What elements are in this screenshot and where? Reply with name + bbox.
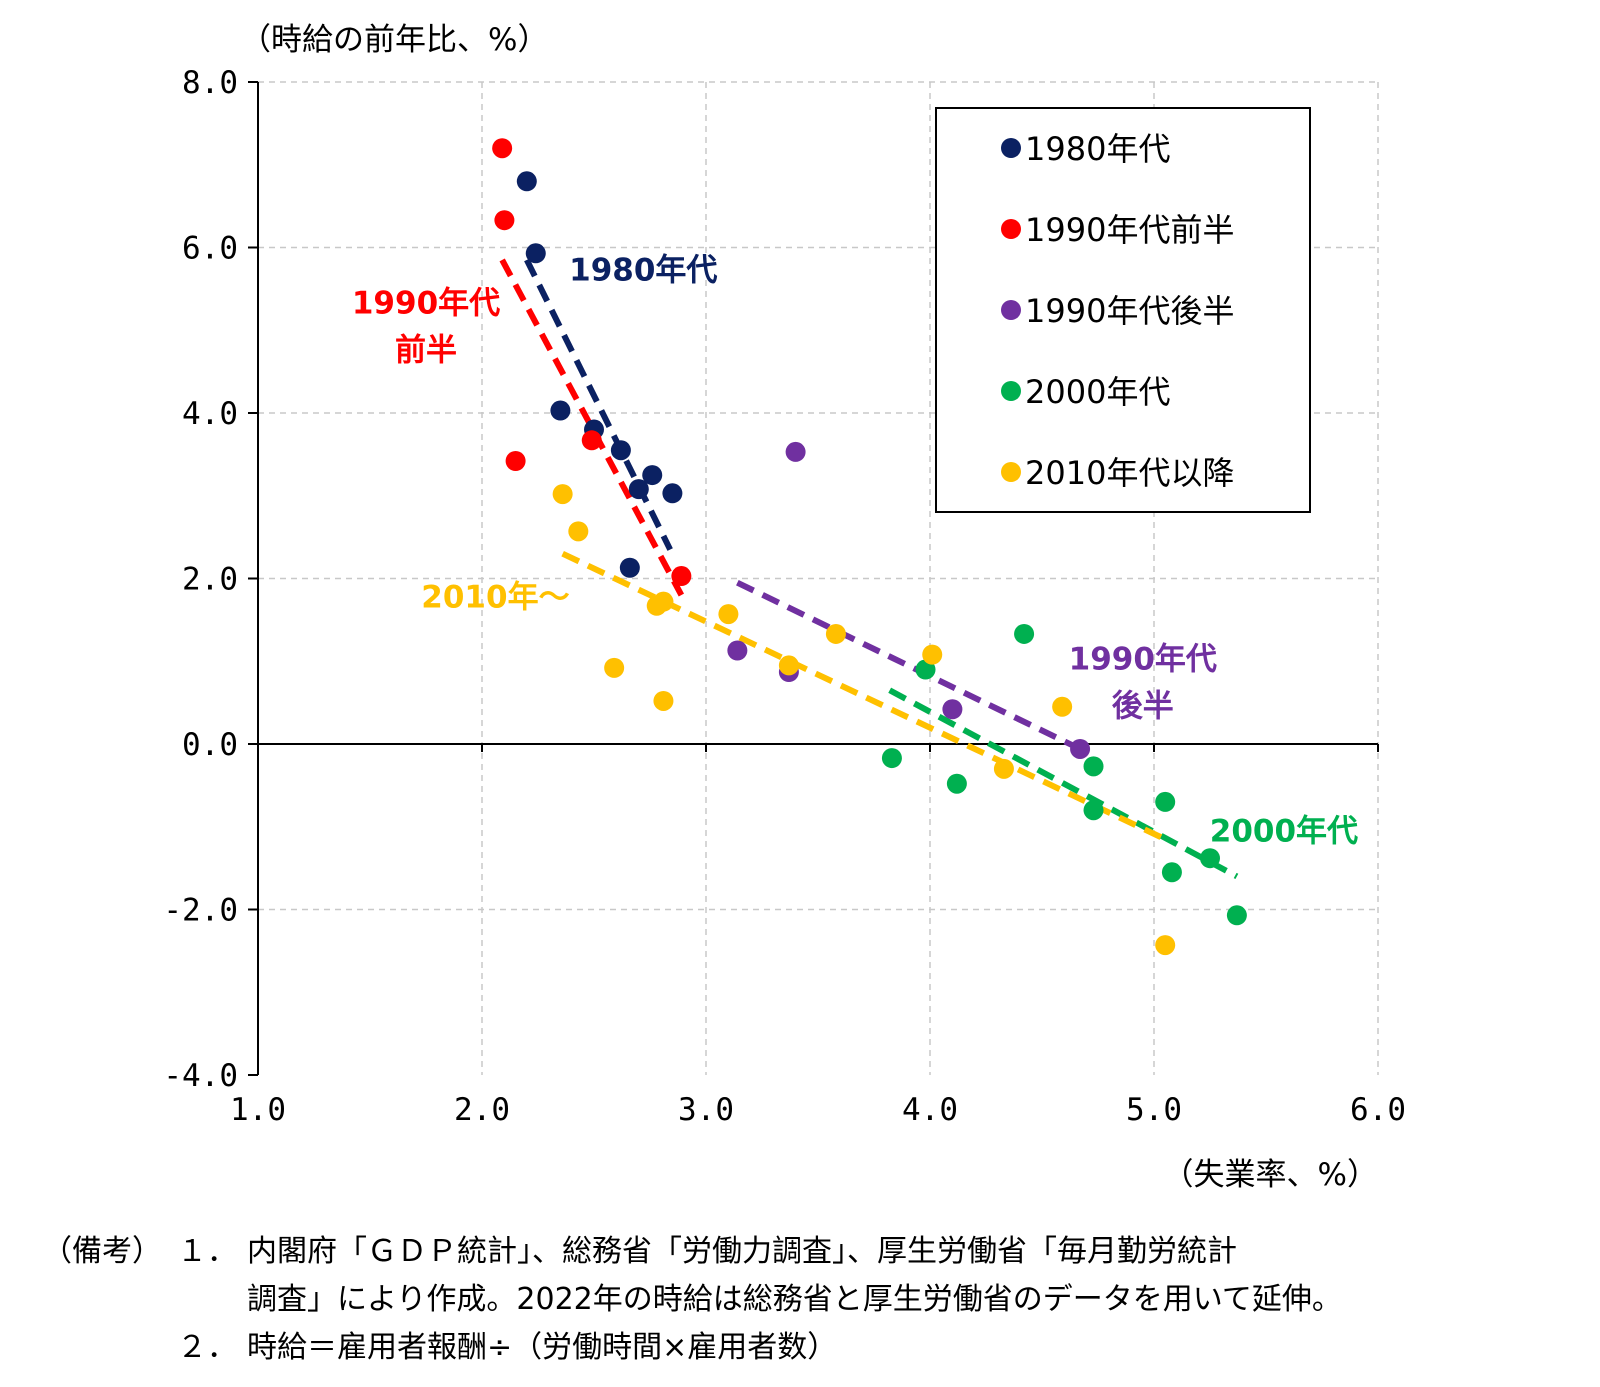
data-point	[915, 659, 936, 680]
data-point	[604, 657, 625, 678]
series-label: 後半	[1112, 689, 1174, 725]
note-number: １．	[177, 1234, 237, 1269]
note-row: ２． 時給＝雇用者報酬÷（労働時間×雇用者数）	[42, 1324, 1342, 1372]
scatter-chart: 8.0 6.0 4.0 2.0 0.0 -2.0 -4.01.0 2.0 3.0 4.0 5.0 6.…	[163, 22, 1406, 1193]
data-point	[1155, 791, 1176, 812]
y-tick-label: 4.0	[182, 396, 238, 432]
data-point	[642, 465, 663, 486]
y-tick-label: 8.0	[182, 65, 238, 101]
x-axis-title: （失業率、%）	[1163, 1157, 1378, 1193]
data-point	[505, 450, 526, 471]
data-point	[1070, 738, 1091, 759]
data-point	[492, 138, 513, 159]
data-point	[727, 640, 748, 661]
data-point	[1161, 862, 1182, 883]
trend-line	[736, 579, 1082, 752]
note-number: ２．	[177, 1330, 237, 1365]
data-point	[550, 400, 571, 421]
legend-marker	[1001, 300, 1021, 320]
x-tick-label: 5.0	[1126, 1092, 1182, 1128]
note-text: 内閣府「ＧＤＰ統計」、総務省「労働力調査」、厚生労働省「毎月勤労統計	[247, 1234, 1237, 1269]
data-point	[662, 483, 683, 504]
data-point	[552, 484, 573, 505]
axes: 8.0 6.0 4.0 2.0 0.0 -2.0 -4.01.0 2.0 3.0 4.0 5.0 6.…	[163, 65, 1406, 1128]
series-label: 1990年代	[1069, 642, 1217, 678]
data-point	[1014, 623, 1035, 644]
data-point	[1083, 800, 1104, 821]
legend-box	[935, 107, 1311, 513]
data-point	[1155, 935, 1176, 956]
legend-marker	[1001, 219, 1021, 239]
notes-head: （備考）	[42, 1234, 162, 1269]
data-point	[825, 623, 846, 644]
y-axis-title: （時給の前年比、%）	[240, 22, 548, 58]
series-label: 1990年代	[352, 286, 500, 322]
data-point	[942, 699, 963, 720]
data-point	[568, 521, 589, 542]
y-tick-label: 2.0	[182, 562, 238, 598]
data-point	[494, 210, 515, 231]
note-row: （備考） １． 内閣府「ＧＤＰ統計」、総務省「労働力調査」、厚生労働省「毎月勤労…	[42, 1228, 1342, 1276]
data-point	[525, 243, 546, 264]
data-point	[653, 591, 674, 612]
y-tick-label: -2.0	[163, 893, 238, 929]
x-tick-label: 2.0	[454, 1092, 510, 1128]
series-label: 2000年代	[1210, 814, 1358, 850]
data-point	[946, 773, 967, 794]
series-label: 1980年代	[569, 253, 717, 289]
notes: （備考） １． 内閣府「ＧＤＰ統計」、総務省「労働力調査」、厚生労働省「毎月勤労…	[42, 1228, 1342, 1372]
note-row: 調査」により作成。2022年の時給は総務省と厚生労働省のデータを用いて延伸。	[42, 1276, 1342, 1324]
trend-line	[499, 258, 685, 597]
data-point	[1226, 905, 1247, 926]
legend: 1980年代 1990年代前半 1990年代後半 2000年代 2010年代以降	[935, 107, 1311, 513]
y-tick-label: 6.0	[182, 231, 238, 267]
data-point	[1052, 696, 1073, 717]
legend-marker	[1001, 462, 1021, 482]
series-label: 前半	[395, 333, 457, 369]
trend-line	[524, 258, 673, 551]
data-point	[922, 644, 943, 665]
data-point	[671, 566, 692, 587]
x-tick-label: 4.0	[902, 1092, 958, 1128]
data-point	[1083, 756, 1104, 777]
series-label: 2010年～	[421, 579, 569, 615]
data-points	[492, 138, 1247, 956]
trend-line	[561, 550, 1167, 842]
legend-label: 1980年代	[1025, 130, 1170, 168]
legend-marker	[1001, 138, 1021, 158]
data-point	[778, 655, 799, 676]
data-point	[993, 758, 1014, 779]
data-point	[653, 690, 674, 711]
legend-marker	[1001, 381, 1021, 401]
x-tick-label: 6.0	[1350, 1092, 1406, 1128]
x-tick-label: 1.0	[230, 1092, 286, 1128]
note-text: 時給＝雇用者報酬÷（労働時間×雇用者数）	[247, 1330, 838, 1365]
data-point	[628, 479, 649, 500]
trend-lines	[499, 258, 1239, 880]
data-point	[881, 748, 902, 769]
data-point	[610, 440, 631, 461]
y-tick-label: -4.0	[163, 1058, 238, 1094]
y-tick-label: 0.0	[182, 727, 238, 763]
legend-label: 1990年代前半	[1025, 211, 1234, 249]
data-point	[581, 430, 602, 451]
data-point	[718, 604, 739, 625]
legend-label: 2000年代	[1025, 373, 1170, 411]
data-point	[516, 171, 537, 192]
data-point	[1200, 848, 1220, 869]
data-point	[619, 557, 640, 578]
legend-label: 1990年代後半	[1025, 292, 1234, 330]
x-tick-label: 3.0	[678, 1092, 734, 1128]
legend-label: 2010年代以降	[1025, 454, 1234, 492]
data-point	[785, 441, 806, 462]
note-text: 調査」により作成。2022年の時給は総務省と厚生労働省のデータを用いて延伸。	[247, 1282, 1342, 1317]
trend-line	[888, 687, 1239, 880]
